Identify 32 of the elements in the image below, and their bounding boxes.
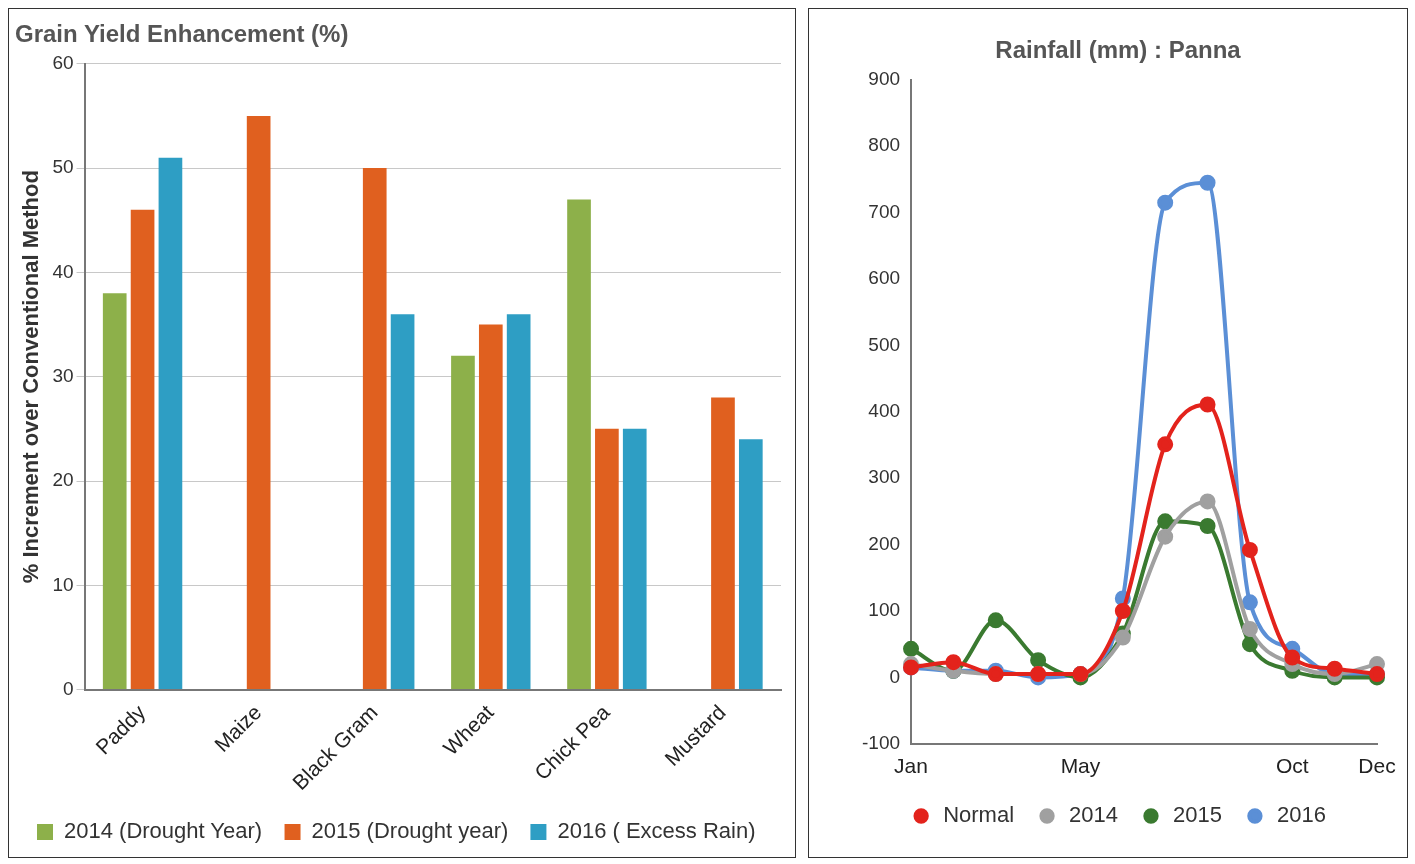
y-tick-label: -100 <box>862 732 901 754</box>
y-tick-label: 800 <box>868 134 901 156</box>
legend-label: 2016 ( Excess Rain) <box>557 818 756 844</box>
y-tick-label: 700 <box>868 200 901 222</box>
x-tick-label: Dec <box>1358 754 1396 778</box>
y-tick-label: 30 <box>52 364 74 386</box>
y-tick-label: 60 <box>52 52 74 74</box>
y-tick-label: 900 <box>868 68 901 90</box>
x-tick-label: Oct <box>1275 754 1309 778</box>
legend-label: 2014 <box>1069 802 1118 828</box>
y-tick-label: 600 <box>868 267 901 289</box>
y-tick-label: 200 <box>868 532 901 554</box>
x-tick-label: May <box>1060 754 1101 778</box>
x-tick-label: Jan <box>894 754 928 778</box>
y-tick-label: 10 <box>52 573 74 595</box>
y-tick-label: 0 <box>62 677 74 699</box>
chart-title: Grain Yield Enhancement (%) <box>15 20 349 48</box>
legend-label: 2014 (Drought Year) <box>64 818 263 844</box>
y-tick-label: 400 <box>868 400 901 422</box>
y-axis-title: % Increment over Conventional Method <box>18 170 44 584</box>
legend-label: Normal <box>943 802 1015 828</box>
y-tick-label: 500 <box>868 333 901 355</box>
y-tick-label: 300 <box>868 466 901 488</box>
y-tick-label: 40 <box>52 260 74 282</box>
legend-label: 2016 <box>1276 802 1326 828</box>
y-tick-label: 50 <box>52 156 74 178</box>
legend-label: 2015 (Drought year) <box>311 818 509 844</box>
y-tick-label: 0 <box>889 665 901 687</box>
y-tick-label: 20 <box>52 469 74 491</box>
legend-label: 2015 <box>1172 802 1222 828</box>
chart-title: Rainfall (mm) : Panna <box>995 36 1242 64</box>
y-tick-label: 100 <box>868 599 901 621</box>
